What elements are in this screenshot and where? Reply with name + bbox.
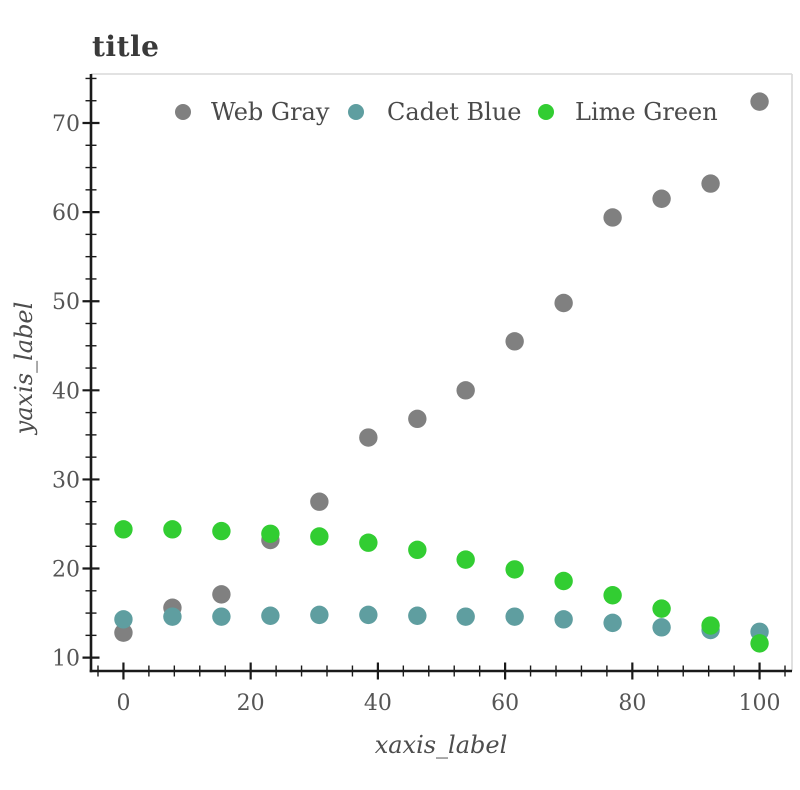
- data-point-web-gray: [408, 409, 427, 429]
- legend-label-lime-green: Lime Green: [575, 98, 718, 126]
- data-point-lime-green: [114, 520, 133, 539]
- data-point-web-gray: [652, 189, 671, 208]
- data-point-lime-green: [456, 550, 475, 569]
- data-point-cadet-blue: [408, 606, 427, 625]
- legend-label-web-gray: Web Gray: [211, 98, 330, 126]
- data-point-cadet-blue: [163, 607, 182, 626]
- y-tick-label: 60: [52, 201, 80, 226]
- data-point-cadet-blue: [505, 607, 524, 626]
- x-tick-label: 100: [739, 691, 781, 716]
- data-point-lime-green: [310, 527, 329, 546]
- data-point-lime-green: [505, 560, 524, 579]
- y-tick-label: 50: [52, 290, 80, 315]
- y-tick-label: 20: [52, 558, 80, 583]
- data-point-lime-green: [163, 520, 182, 539]
- data-point-web-gray: [359, 428, 378, 447]
- data-point-lime-green: [359, 533, 378, 552]
- data-point-web-gray: [212, 585, 231, 604]
- legend-marker-lime-green: [538, 104, 554, 120]
- data-point-lime-green: [261, 524, 280, 543]
- data-point-cadet-blue: [310, 605, 329, 625]
- data-point-web-gray: [505, 332, 524, 351]
- y-tick-label: 10: [52, 647, 80, 672]
- y-tick-label: 30: [52, 468, 80, 493]
- x-tick-label: 0: [116, 691, 130, 716]
- data-point-cadet-blue: [261, 606, 280, 625]
- data-point-cadet-blue: [652, 618, 671, 637]
- data-point-web-gray: [456, 381, 475, 400]
- legend-marker-cadet-blue: [348, 104, 364, 120]
- x-tick-label: 20: [237, 691, 265, 716]
- data-point-web-gray: [603, 208, 622, 227]
- data-point-cadet-blue: [456, 607, 475, 626]
- data-point-cadet-blue: [603, 613, 622, 633]
- x-tick-label: 60: [491, 691, 519, 716]
- data-point-cadet-blue: [359, 605, 378, 625]
- data-point-web-gray: [750, 92, 769, 111]
- x-tick-label: 80: [618, 691, 646, 716]
- data-point-web-gray: [554, 293, 573, 313]
- data-point-lime-green: [750, 634, 769, 653]
- legend-marker-web-gray: [175, 104, 191, 120]
- chart-title: title: [92, 30, 160, 63]
- data-point-web-gray: [701, 174, 720, 193]
- y-tick-label: 40: [52, 379, 80, 404]
- data-point-lime-green: [701, 616, 720, 635]
- data-point-cadet-blue: [212, 607, 231, 626]
- data-point-lime-green: [603, 586, 622, 605]
- x-tick-label: 40: [364, 691, 392, 716]
- x-axis-label: xaxis_label: [374, 731, 508, 759]
- data-point-lime-green: [408, 540, 427, 560]
- data-point-web-gray: [114, 623, 133, 642]
- data-point-lime-green: [652, 599, 671, 618]
- data-point-cadet-blue: [114, 610, 133, 629]
- y-tick-label: 70: [52, 112, 80, 137]
- data-point-web-gray: [310, 492, 329, 511]
- data-point-cadet-blue: [554, 610, 573, 629]
- data-point-lime-green: [212, 521, 231, 541]
- legend-label-cadet-blue: Cadet Blue: [387, 98, 521, 126]
- data-point-lime-green: [554, 571, 573, 591]
